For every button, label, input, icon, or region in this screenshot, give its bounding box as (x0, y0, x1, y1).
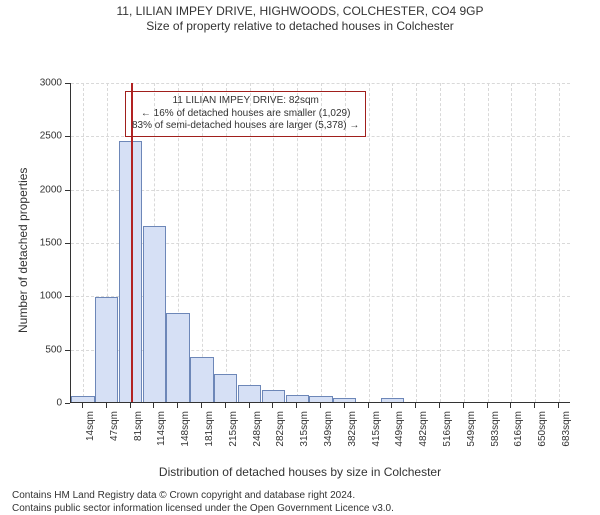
footer-line: Contains HM Land Registry data © Crown c… (12, 489, 600, 502)
grid-line-v (369, 83, 370, 402)
grid-line-v (392, 83, 393, 402)
histogram-bar (262, 390, 285, 402)
y-tick-mark (65, 403, 70, 404)
y-tick-mark (65, 296, 70, 297)
y-tick-mark (65, 350, 70, 351)
page-subtitle: Size of property relative to detached ho… (0, 18, 600, 33)
y-tick-label: 1500 (0, 238, 62, 249)
y-tick-mark (65, 190, 70, 191)
page-title: 11, LILIAN IMPEY DRIVE, HIGHWOODS, COLCH… (0, 0, 600, 18)
x-tick-mark (558, 403, 559, 408)
x-tick-mark (534, 403, 535, 408)
x-tick-mark (463, 403, 464, 408)
x-tick-mark (201, 403, 202, 408)
y-tick-mark (65, 83, 70, 84)
grid-line-v (511, 83, 512, 402)
histogram-bar (143, 226, 166, 402)
x-tick-label: 683sqm (561, 411, 572, 471)
x-tick-mark (225, 403, 226, 408)
grid-line-v (416, 83, 417, 402)
x-tick-mark (487, 403, 488, 408)
x-tick-label: 650sqm (537, 411, 548, 471)
x-tick-label: 81sqm (133, 411, 144, 471)
x-tick-mark (415, 403, 416, 408)
y-tick-mark (65, 136, 70, 137)
x-tick-label: 415sqm (371, 411, 382, 471)
x-tick-mark (272, 403, 273, 408)
annotation-line: 11 LILIAN IMPEY DRIVE: 82sqm (132, 95, 359, 108)
y-tick-label: 2000 (0, 184, 62, 195)
x-tick-label: 482sqm (418, 411, 429, 471)
x-tick-mark (344, 403, 345, 408)
x-tick-label: 14sqm (85, 411, 96, 471)
y-tick-label: 3000 (0, 78, 62, 89)
x-tick-label: 583sqm (490, 411, 501, 471)
x-tick-label: 181sqm (204, 411, 215, 471)
annotation-line: 83% of semi-detached houses are larger (… (132, 120, 359, 133)
grid-line-v (559, 83, 560, 402)
annotation-box: 11 LILIAN IMPEY DRIVE: 82sqm ← 16% of de… (125, 91, 366, 137)
x-tick-mark (130, 403, 131, 408)
x-tick-mark (82, 403, 83, 408)
x-tick-mark (177, 403, 178, 408)
grid-line-v (464, 83, 465, 402)
histogram-bar (238, 385, 261, 402)
x-tick-mark (510, 403, 511, 408)
x-tick-label: 148sqm (180, 411, 191, 471)
x-tick-mark (368, 403, 369, 408)
x-tick-label: 449sqm (394, 411, 405, 471)
histogram-bar (166, 313, 189, 402)
x-tick-label: 248sqm (252, 411, 263, 471)
x-tick-mark (249, 403, 250, 408)
y-tick-label: 500 (0, 344, 62, 355)
footer: Contains HM Land Registry data © Crown c… (0, 489, 600, 515)
x-tick-label: 549sqm (466, 411, 477, 471)
x-tick-mark (106, 403, 107, 408)
x-tick-mark (391, 403, 392, 408)
y-tick-label: 1000 (0, 291, 62, 302)
x-tick-label: 516sqm (442, 411, 453, 471)
y-tick-label: 0 (0, 398, 62, 409)
x-tick-label: 616sqm (513, 411, 524, 471)
x-tick-label: 382sqm (347, 411, 358, 471)
histogram-bar (286, 395, 309, 402)
x-tick-label: 114sqm (156, 411, 167, 471)
x-tick-mark (320, 403, 321, 408)
x-tick-mark (153, 403, 154, 408)
annotation-line: ← 16% of detached houses are smaller (1,… (132, 108, 359, 121)
x-tick-label: 349sqm (323, 411, 334, 471)
histogram-bar (309, 396, 332, 402)
histogram-bar (95, 297, 118, 402)
footer-line: Contains public sector information licen… (12, 502, 600, 515)
x-tick-label: 282sqm (275, 411, 286, 471)
x-tick-label: 47sqm (109, 411, 120, 471)
grid-line-v (488, 83, 489, 402)
grid-line-v (535, 83, 536, 402)
histogram-bar (190, 357, 213, 402)
histogram-bar (381, 398, 404, 402)
chart-container: Number of detached properties 11 LILIAN … (0, 33, 600, 443)
y-tick-mark (65, 243, 70, 244)
histogram-bar (333, 398, 356, 402)
histogram-bar (214, 374, 237, 402)
grid-line-v (83, 83, 84, 402)
x-tick-label: 315sqm (299, 411, 310, 471)
x-tick-mark (296, 403, 297, 408)
histogram-bar (71, 396, 94, 402)
grid-line-v (440, 83, 441, 402)
x-tick-mark (439, 403, 440, 408)
x-tick-label: 215sqm (228, 411, 239, 471)
y-tick-label: 2500 (0, 131, 62, 142)
